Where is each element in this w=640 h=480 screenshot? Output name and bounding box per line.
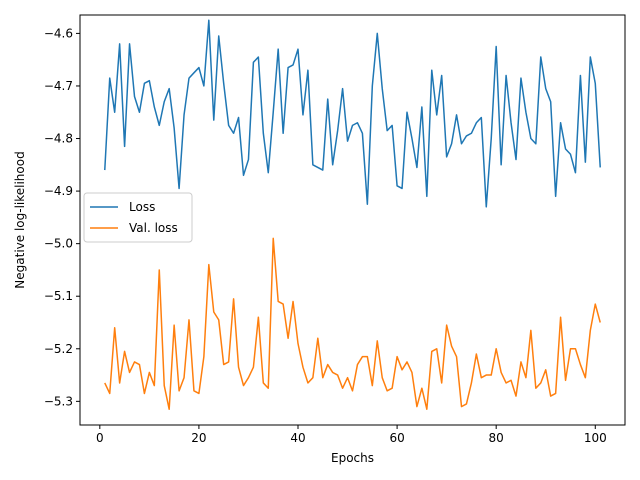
- y-tick-label: −4.9: [44, 184, 73, 198]
- x-tick-label: 0: [96, 431, 104, 445]
- y-tick-label: −5.1: [44, 289, 73, 303]
- y-tick-label: −4.7: [44, 79, 73, 93]
- plot-frame: [79, 14, 626, 426]
- x-tick-label: 100: [584, 431, 607, 445]
- y-axis-label: Negative log-likelihood: [13, 151, 27, 288]
- y-tick-label: −4.8: [44, 132, 73, 146]
- x-tick-label: 40: [290, 431, 305, 445]
- legend-label-val-loss: Val. loss: [129, 221, 178, 235]
- y-tick-label: −4.6: [44, 26, 73, 40]
- series-line-loss: [104, 19, 601, 208]
- ticks-layer: 0 20 40 60 80 100 −4.6 −4.7 −4.8 −4.9 −5.0 −5.1 −5.2…: [44, 26, 607, 445]
- y-tick-label: −5.3: [44, 394, 73, 408]
- legend-label-loss: Loss: [129, 200, 155, 214]
- x-tick-label: 80: [489, 431, 504, 445]
- y-tick-label: −5.2: [44, 342, 73, 356]
- x-axis-label: Epochs: [331, 451, 374, 465]
- legend-box: [83, 192, 193, 243]
- y-tick-label: −5.0: [44, 237, 73, 251]
- series-line-val-loss: [104, 237, 601, 410]
- x-tick-label: 20: [191, 431, 206, 445]
- x-tick-label: 60: [389, 431, 404, 445]
- legend: Loss Val. loss: [83, 192, 193, 243]
- series-layer: [104, 19, 601, 410]
